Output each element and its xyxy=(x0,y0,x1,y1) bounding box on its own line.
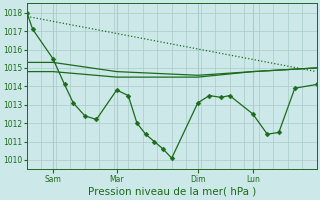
X-axis label: Pression niveau de la mer( hPa ): Pression niveau de la mer( hPa ) xyxy=(88,187,256,197)
